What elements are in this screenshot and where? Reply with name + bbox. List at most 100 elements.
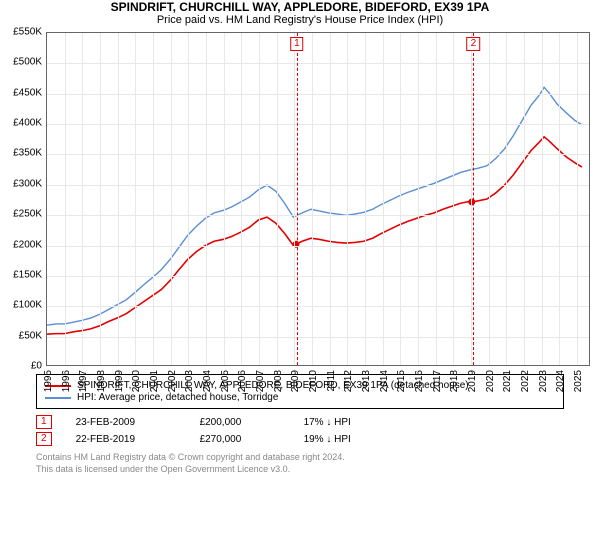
transaction-marker-line [473,33,474,365]
transaction-date: 23-FEB-2009 [76,417,176,428]
gridline-vertical [347,33,348,365]
series-line [47,137,582,334]
gridline-horizontal [47,276,589,277]
y-axis-label: £150K [13,269,42,280]
transaction-chip: 1 [36,415,52,429]
x-axis-label: 2018 [449,370,460,392]
gridline-vertical [400,33,401,365]
gridline-vertical [506,33,507,365]
gridline-horizontal [47,306,589,307]
y-axis-label: £200K [13,239,42,250]
gridline-vertical [224,33,225,365]
x-axis-label: 2014 [379,370,390,392]
y-axis-label: £100K [13,300,42,311]
chart-svg [47,33,589,365]
x-axis-label: 2023 [538,370,549,392]
y-axis-label: £450K [13,87,42,98]
gridline-vertical [471,33,472,365]
gridline-vertical [436,33,437,365]
chart-title: SPINDRIFT, CHURCHILL WAY, APPLEDORE, BID… [0,0,600,14]
y-axis-label: £50K [19,330,42,341]
transaction-price: £270,000 [200,434,280,445]
transaction-chip: 2 [36,432,52,446]
x-axis-label: 2003 [184,370,195,392]
x-axis-label: 2013 [361,370,372,392]
gridline-vertical [559,33,560,365]
x-axis-label: 2005 [220,370,231,392]
x-axis-label: 2016 [414,370,425,392]
x-axis-label: 2021 [502,370,513,392]
gridline-vertical [188,33,189,365]
plot-area: 12 [46,32,590,366]
x-axis-label: 1998 [96,370,107,392]
legend-swatch [45,397,71,399]
transaction-delta: 19% ↓ HPI [304,434,351,445]
x-axis-label: 2000 [131,370,142,392]
x-axis-label: 2024 [555,370,566,392]
x-axis-label: 2006 [237,370,248,392]
y-axis-label: £500K [13,57,42,68]
x-axis-label: 2022 [520,370,531,392]
gridline-vertical [383,33,384,365]
x-axis-label: 1997 [78,370,89,392]
footer-line-2: This data is licensed under the Open Gov… [36,464,564,476]
gridline-horizontal [47,337,589,338]
gridline-vertical [312,33,313,365]
gridline-vertical [65,33,66,365]
gridline-vertical [118,33,119,365]
gridline-vertical [259,33,260,365]
gridline-vertical [577,33,578,365]
chart-subtitle: Price paid vs. HM Land Registry's House … [0,14,600,26]
x-axis-label: 2025 [573,370,584,392]
x-axis-label: 2017 [432,370,443,392]
gridline-horizontal [47,246,589,247]
gridline-vertical [206,33,207,365]
transaction-row: 1 23-FEB-2009 £200,000 17% ↓ HPI [36,415,564,429]
gridline-horizontal [47,215,589,216]
gridline-vertical [365,33,366,365]
x-axis-label: 2007 [255,370,266,392]
transaction-marker-line [297,33,298,365]
gridline-vertical [294,33,295,365]
transaction-price: £200,000 [200,417,280,428]
x-axis-label: 2019 [467,370,478,392]
gridline-vertical [489,33,490,365]
y-axis-label: £300K [13,178,42,189]
gridline-vertical [542,33,543,365]
gridline-vertical [330,33,331,365]
gridline-vertical [453,33,454,365]
transaction-row: 2 22-FEB-2019 £270,000 19% ↓ HPI [36,432,564,446]
y-axis-label: £0 [31,361,42,372]
gridline-horizontal [47,154,589,155]
transaction-marker-chip: 2 [467,37,481,51]
transaction-delta: 17% ↓ HPI [304,417,351,428]
transaction-date: 22-FEB-2019 [76,434,176,445]
x-axis-label: 2011 [326,370,337,392]
x-axis-label: 1996 [61,370,72,392]
gridline-vertical [100,33,101,365]
gridline-vertical [135,33,136,365]
footer-line-1: Contains HM Land Registry data © Crown c… [36,452,564,464]
gridline-horizontal [47,124,589,125]
chart-container: 12 £0£50K£100K£150K£200K£250K£300K£350K£… [46,32,590,366]
x-axis-label: 2009 [290,370,301,392]
x-axis-label: 2015 [396,370,407,392]
gridline-vertical [418,33,419,365]
x-axis-label: 2020 [485,370,496,392]
transactions-table: 1 23-FEB-2009 £200,000 17% ↓ HPI 2 22-FEB-201… [36,415,564,446]
legend-item: HPI: Average price, detached house, Torr… [45,392,555,403]
gridline-vertical [171,33,172,365]
gridline-vertical [82,33,83,365]
gridline-horizontal [47,94,589,95]
footer: Contains HM Land Registry data © Crown c… [36,452,564,475]
x-axis-label: 2001 [149,370,160,392]
legend-label: HPI: Average price, detached house, Torr… [77,392,278,403]
y-axis-label: £350K [13,148,42,159]
series-line [47,87,582,325]
x-axis-label: 1995 [43,370,54,392]
x-axis-label: 2004 [202,370,213,392]
x-axis-label: 1999 [114,370,125,392]
gridline-vertical [241,33,242,365]
gridline-horizontal [47,185,589,186]
transaction-marker-chip: 1 [290,37,304,51]
